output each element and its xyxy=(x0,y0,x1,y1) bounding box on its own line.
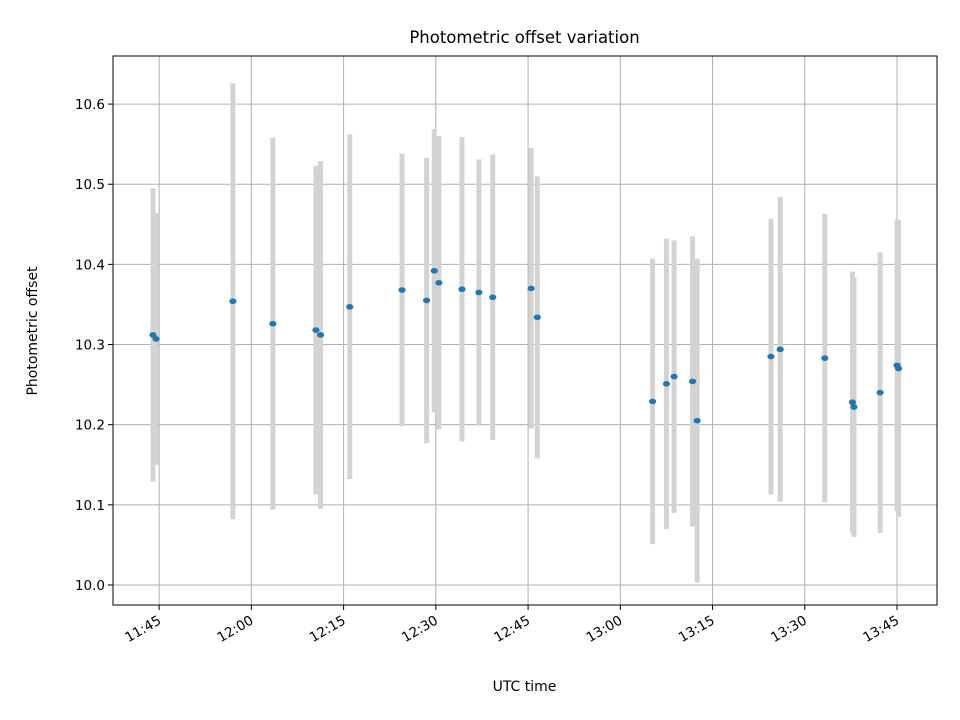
x-tick-label: 12:00 xyxy=(215,613,257,646)
data-point xyxy=(489,294,497,301)
y-tick-label: 10.3 xyxy=(75,338,105,354)
data-point xyxy=(269,320,277,327)
x-tick-label: 13:15 xyxy=(676,613,718,646)
y-axis-label: Photometric offset xyxy=(25,266,41,396)
x-tick-label: 11:45 xyxy=(122,613,164,646)
data-point xyxy=(533,314,541,321)
x-tick-label: 12:45 xyxy=(491,613,533,646)
data-point xyxy=(435,280,443,286)
data-point xyxy=(670,373,678,380)
data-point xyxy=(662,380,671,387)
x-tick-label: 12:15 xyxy=(307,613,349,646)
data-point xyxy=(430,267,438,274)
data-point xyxy=(693,417,701,424)
y-axis-ticks: 10.0 10.1 10.2 10.3 10.4 10.5 10.6 xyxy=(75,97,113,594)
plot-frame xyxy=(112,55,938,606)
data-point xyxy=(876,389,884,396)
data-point xyxy=(688,378,697,385)
data-point xyxy=(346,304,354,310)
grid-layer xyxy=(113,56,937,605)
x-axis-ticks: 11:45 12:00 12:15 12:30 12:45 13:00 13:15 13:30… xyxy=(122,605,902,646)
x-tick-label: 13:30 xyxy=(768,613,810,646)
data-point xyxy=(767,353,775,360)
data-point xyxy=(152,336,160,342)
data-point xyxy=(398,287,406,293)
x-tick-label: 13:45 xyxy=(860,613,902,646)
data-point xyxy=(648,398,657,405)
data-point xyxy=(821,355,829,361)
y-tick-label: 10.4 xyxy=(75,257,105,273)
point-layer xyxy=(149,267,903,424)
data-point xyxy=(894,365,903,372)
data-point xyxy=(848,399,857,406)
data-point xyxy=(527,285,535,292)
errorbar-layer xyxy=(150,83,902,583)
y-tick-label: 10.1 xyxy=(75,498,105,514)
data-point xyxy=(776,346,784,353)
y-tick-label: 10.5 xyxy=(75,177,105,193)
chart-title: Photometric offset variation xyxy=(409,28,639,47)
data-point xyxy=(316,332,325,338)
x-tick-label: 13:00 xyxy=(584,613,626,646)
data-point xyxy=(458,286,466,293)
data-point xyxy=(475,289,483,296)
data-point xyxy=(312,327,320,333)
data-point xyxy=(423,297,431,304)
x-axis-label: UTC time xyxy=(493,679,557,695)
x-tick-label: 12:30 xyxy=(399,613,441,646)
y-tick-label: 10.0 xyxy=(75,578,105,594)
data-point xyxy=(229,298,237,305)
y-tick-label: 10.6 xyxy=(75,97,105,113)
y-tick-label: 10.2 xyxy=(75,418,105,434)
data-point xyxy=(850,404,858,410)
